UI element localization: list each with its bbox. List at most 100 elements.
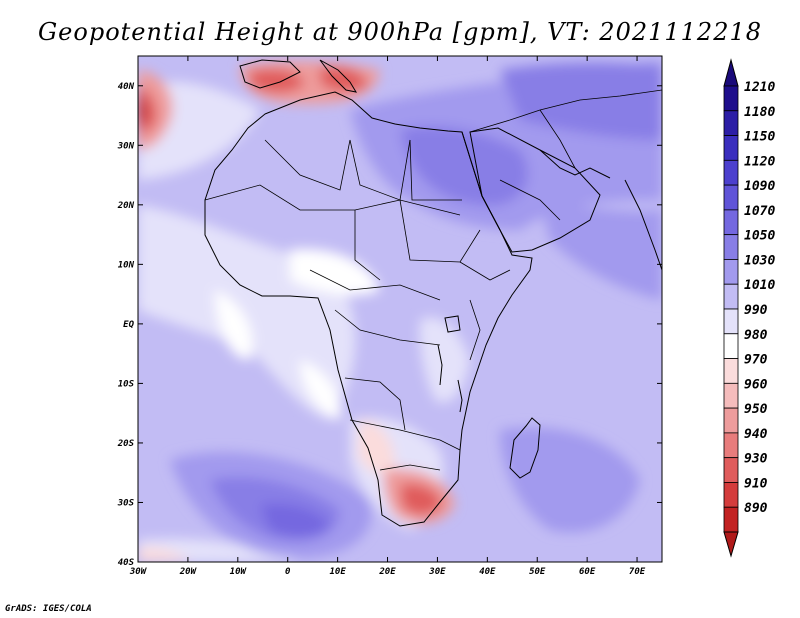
field-angola-white <box>300 360 341 420</box>
lat-tick-label: 30S <box>117 498 135 508</box>
lake-malawi <box>457 379 463 413</box>
lake-tanganyika <box>437 344 443 386</box>
lake-victoria <box>444 315 461 333</box>
madagascar-coastline <box>509 417 541 479</box>
field-karoo-low-core <box>400 483 442 515</box>
field-sa-trough-darkblue <box>260 503 330 537</box>
lon-tick-label: 30E <box>428 567 446 577</box>
colorbar-segment <box>723 259 739 285</box>
persian-gulf <box>539 149 611 179</box>
field-egypt-midblue <box>400 126 528 206</box>
colorbar-label: 1090 <box>744 179 775 194</box>
colorbar-segment <box>723 184 739 211</box>
field-arabian-blue <box>540 200 662 300</box>
border-east <box>469 299 481 361</box>
colorbar-segment <box>723 135 739 161</box>
lat-tick-label: 40S <box>118 558 135 568</box>
colorbar-label: 890 <box>744 501 768 516</box>
border-sahel <box>204 184 461 216</box>
colorbar-label: 1210 <box>744 80 775 95</box>
border-middle-east <box>469 89 662 133</box>
colorbar-segment <box>723 110 739 136</box>
border-central <box>309 269 441 301</box>
colorbar-label: 970 <box>744 353 768 368</box>
colorbar-segment <box>723 506 739 533</box>
colorbar: 1210 1180 1150 1120 1090 1070 1050 1030 1010 990 9… <box>723 58 775 558</box>
country-borders <box>204 89 662 471</box>
lon-tick-label: 20W <box>179 567 198 577</box>
colorbar-bottom-arrow <box>723 531 739 558</box>
border-horn <box>459 261 511 281</box>
colorbar-label: 980 <box>744 328 768 343</box>
longitude-axis: 30W 20W 10W 0 10E 20E 30E 40E 50E 60E 70E <box>129 56 646 577</box>
colorbar-label: 1180 <box>744 105 775 120</box>
colorbar-label: 940 <box>744 427 768 442</box>
colorbar-segment <box>723 159 739 186</box>
field-sw-corner-low <box>138 547 190 562</box>
coastlines <box>204 59 662 527</box>
colorbar-top-arrow <box>723 58 739 87</box>
italy-coastline <box>319 59 358 93</box>
latitude-axis: 40N 30N 20N 10N EQ 10S 20S 30S 40S <box>117 82 662 568</box>
lon-tick-label: 40E <box>479 567 496 577</box>
lat-tick-label: 20N <box>117 201 135 211</box>
border-congo <box>334 309 441 346</box>
lat-tick-label: EQ <box>123 320 134 330</box>
colorbar-segment <box>723 382 739 409</box>
lon-tick-label: 30W <box>129 567 148 577</box>
colorbar-label: 1010 <box>744 278 775 293</box>
border-arabia <box>499 179 561 221</box>
lat-tick-label: 10S <box>118 379 135 389</box>
field-atl-low-mid <box>138 85 157 135</box>
map-frame <box>137 55 663 563</box>
border-southern <box>349 419 461 451</box>
lon-tick-label: 60E <box>579 567 596 577</box>
field-gulf-white <box>215 290 253 360</box>
field-namib-low <box>358 420 395 474</box>
colorbar-label: 910 <box>744 476 768 491</box>
border-egypt <box>409 139 462 201</box>
colorbar-label: 1070 <box>744 204 775 219</box>
height-field <box>138 56 662 562</box>
border-iran <box>539 109 576 169</box>
colorbar-segment <box>723 283 739 310</box>
border-angola <box>344 377 406 431</box>
lat-tick-label: 30N <box>117 141 135 151</box>
colorbar-label: 1030 <box>744 253 775 268</box>
colorbar-segment <box>723 234 739 260</box>
map-title: Geopotential Height at 900hPa [gpm], VT:… <box>38 18 762 46</box>
field-indian-blue <box>500 427 640 533</box>
lon-tick-label: 10E <box>329 567 346 577</box>
field-persia-midblue <box>500 62 662 140</box>
colorbar-label: 1120 <box>744 154 775 169</box>
border-algeria <box>264 139 351 191</box>
colorbar-label: 950 <box>744 402 768 417</box>
border-sudan <box>399 199 481 263</box>
colorbar-label: 1050 <box>744 229 775 244</box>
field-atl-low-core <box>138 95 147 122</box>
colorbar-segment <box>723 432 739 459</box>
lat-tick-label: 20S <box>117 439 135 449</box>
colorbar-label: 990 <box>744 303 768 318</box>
colorbar-segment <box>723 482 739 508</box>
colorbar-segment <box>723 308 739 335</box>
lon-tick-label: 20E <box>378 567 396 577</box>
grads-credit: GrADS: IGES/COLA <box>5 604 92 614</box>
lon-tick-label: 50E <box>529 567 546 577</box>
field-med-low-core-e <box>320 66 368 92</box>
lat-tick-label: 10N <box>118 260 135 270</box>
field-rift-pale <box>419 317 470 403</box>
lon-tick-label: 10W <box>230 567 248 577</box>
lat-tick-label: 40N <box>118 82 135 92</box>
colorbar-segment <box>723 358 739 384</box>
colorbar-segment <box>723 407 739 434</box>
africa-coastline <box>204 91 533 527</box>
colorbar-segment <box>723 333 739 359</box>
colorbar-segment <box>723 457 739 483</box>
india-coastline <box>624 179 662 271</box>
border-chad <box>354 210 381 281</box>
colorbar-label: 930 <box>744 452 768 467</box>
red-sea <box>461 131 501 231</box>
lon-tick-label: 70E <box>629 567 646 577</box>
